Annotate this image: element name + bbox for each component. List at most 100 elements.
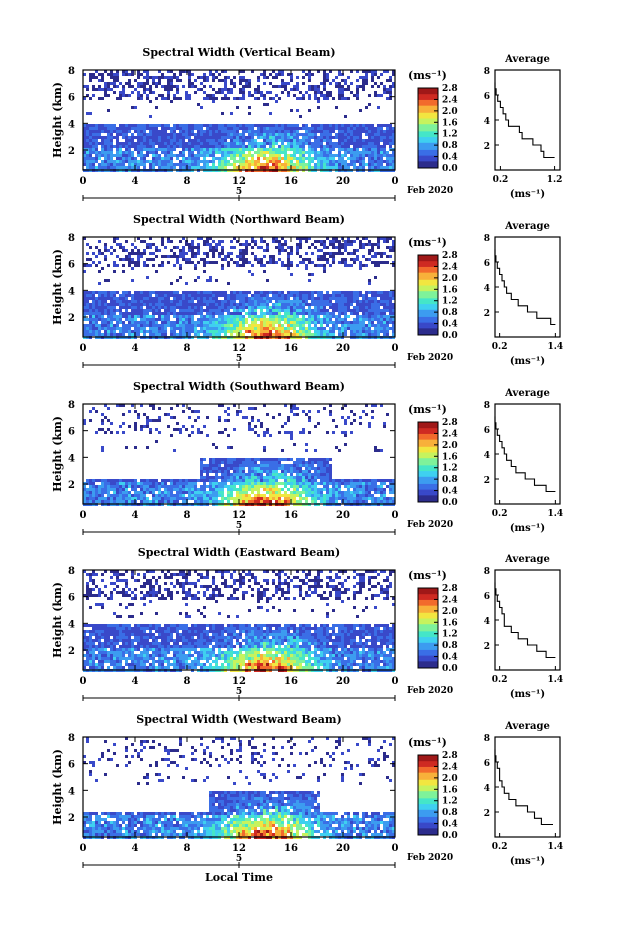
heatmap-cell bbox=[341, 306, 344, 309]
heatmap-cell bbox=[383, 297, 386, 300]
heatmap-cell bbox=[290, 136, 293, 139]
heatmap-cell bbox=[206, 479, 209, 482]
heatmap-cell bbox=[287, 315, 290, 318]
heatmap-cell bbox=[131, 312, 134, 315]
heatmap-cell bbox=[269, 136, 272, 139]
heatmap-cell bbox=[149, 258, 152, 261]
heatmap-cell bbox=[311, 312, 314, 315]
heatmap-cell bbox=[191, 318, 194, 321]
heatmap-cell bbox=[389, 142, 392, 145]
heatmap-cell bbox=[146, 246, 149, 249]
heatmap-cell bbox=[305, 127, 308, 130]
heatmap-cell bbox=[197, 312, 200, 315]
heatmap-cell bbox=[386, 327, 389, 330]
heatmap-cell bbox=[170, 88, 173, 91]
heatmap-cell bbox=[137, 321, 140, 324]
heatmap-cell bbox=[386, 166, 389, 169]
heatmap-cell bbox=[209, 324, 212, 327]
heatmap-cell bbox=[251, 264, 254, 267]
heatmap-cell bbox=[152, 258, 155, 261]
heatmap-cell bbox=[335, 294, 338, 297]
heatmap-cell bbox=[152, 127, 155, 130]
heatmap-cell bbox=[257, 318, 260, 321]
heatmap-cell bbox=[167, 291, 170, 294]
heatmap-cell bbox=[122, 315, 125, 318]
heatmap-cell bbox=[374, 142, 377, 145]
heatmap-cell bbox=[173, 148, 176, 151]
heatmap-cell bbox=[230, 485, 233, 488]
heatmap-cell bbox=[257, 130, 260, 133]
heatmap-cell bbox=[200, 82, 203, 85]
heatmap-cell bbox=[89, 73, 92, 76]
heatmap-cell bbox=[227, 470, 230, 473]
heatmap-cell bbox=[341, 294, 344, 297]
heatmap-cell bbox=[95, 327, 98, 330]
heatmap-cell bbox=[233, 330, 236, 333]
heatmap-cell bbox=[287, 127, 290, 130]
heatmap-cell bbox=[389, 309, 392, 312]
heatmap-cell bbox=[92, 73, 95, 76]
heatmap-cell bbox=[116, 130, 119, 133]
heatmap-cell bbox=[242, 163, 245, 166]
heatmap-cell bbox=[221, 306, 224, 309]
heatmap-cell bbox=[158, 154, 161, 157]
heatmap-cell bbox=[389, 318, 392, 321]
heatmap-cell bbox=[197, 500, 200, 503]
heatmap-cell bbox=[254, 333, 257, 336]
heatmap-cell bbox=[143, 324, 146, 327]
heatmap-cell bbox=[239, 485, 242, 488]
heatmap-cell bbox=[122, 246, 125, 249]
heatmap-cell bbox=[149, 100, 152, 103]
heatmap-cell bbox=[368, 136, 371, 139]
heatmap-cell bbox=[179, 130, 182, 133]
heatmap-cell bbox=[338, 321, 341, 324]
heatmap-cell bbox=[254, 130, 257, 133]
heatmap-cell bbox=[221, 485, 224, 488]
heatmap-cell bbox=[206, 240, 209, 243]
heatmap-cell bbox=[368, 148, 371, 151]
heatmap-cell bbox=[143, 85, 146, 88]
heatmap-cell bbox=[224, 160, 227, 163]
heatmap-cell bbox=[110, 327, 113, 330]
heatmap-cell bbox=[209, 94, 212, 97]
heatmap-cell bbox=[308, 166, 311, 169]
heatmap-cell bbox=[86, 291, 89, 294]
heatmap-cell bbox=[155, 124, 158, 127]
heatmap-cell bbox=[380, 163, 383, 166]
heatmap-cell bbox=[257, 76, 260, 79]
heatmap-cell bbox=[122, 166, 125, 169]
heatmap-cell bbox=[323, 315, 326, 318]
heatmap-cell bbox=[338, 249, 341, 252]
heatmap-cell bbox=[173, 303, 176, 306]
heatmap-cell bbox=[161, 76, 164, 79]
heatmap-cell bbox=[122, 294, 125, 297]
heatmap-cell bbox=[350, 124, 353, 127]
heatmap-cell bbox=[269, 142, 272, 145]
heatmap-cell bbox=[152, 264, 155, 267]
heatmap-cell bbox=[134, 303, 137, 306]
heatmap-cell bbox=[116, 139, 119, 142]
heatmap-cell bbox=[203, 479, 206, 482]
heatmap-cell bbox=[146, 294, 149, 297]
heatmap-cell bbox=[110, 431, 113, 434]
heatmap-cell bbox=[146, 497, 149, 500]
heatmap-cell bbox=[296, 163, 299, 166]
heatmap-cell bbox=[233, 157, 236, 160]
heatmap-cell bbox=[95, 154, 98, 157]
heatmap-cell bbox=[308, 297, 311, 300]
heatmap-cell bbox=[263, 306, 266, 309]
heatmap-cell bbox=[326, 166, 329, 169]
heatmap-cell bbox=[311, 291, 314, 294]
heatmap-cell bbox=[272, 240, 275, 243]
heatmap-cell bbox=[209, 133, 212, 136]
heatmap-cell bbox=[251, 315, 254, 318]
heatmap-cell bbox=[230, 246, 233, 249]
heatmap-cell bbox=[152, 252, 155, 255]
heatmap-cell bbox=[314, 127, 317, 130]
heatmap-cell bbox=[203, 327, 206, 330]
heatmap-cell bbox=[119, 327, 122, 330]
heatmap-cell bbox=[125, 160, 128, 163]
heatmap-cell bbox=[149, 115, 152, 118]
heatmap-cell bbox=[377, 142, 380, 145]
heatmap-cell bbox=[266, 318, 269, 321]
